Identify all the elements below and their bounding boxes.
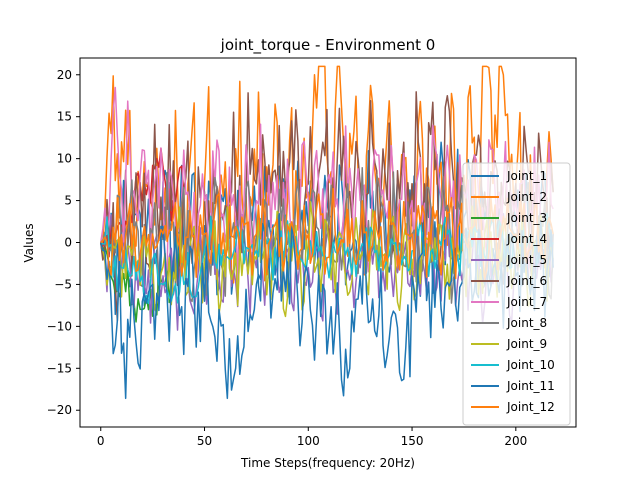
legend-label: Joint_4	[506, 232, 547, 246]
legend-label: Joint_1	[506, 169, 547, 183]
legend-label: Joint_11	[506, 379, 555, 393]
y-tick-label: 5	[64, 194, 72, 208]
y-tick-label: 20	[57, 68, 72, 82]
legend: Joint_1 Joint_2 Joint_3 Joint_4 Joint_5 Joint…	[462, 162, 571, 426]
legend-label: Joint_3	[506, 211, 547, 225]
y-axis: −20 −15 −10 −5 0 5 10 15 20	[47, 68, 80, 417]
x-tick-label: 0	[97, 434, 105, 448]
x-axis: 0 50 100 150 200	[97, 427, 527, 448]
y-tick-label: 10	[57, 152, 72, 166]
x-tick-label: 100	[297, 434, 320, 448]
legend-label: Joint_10	[506, 358, 555, 372]
legend-label: Joint_9	[506, 337, 547, 351]
x-axis-label: Time Steps(frequency: 20Hz)	[240, 456, 415, 470]
series-line-joint-6	[100, 91, 554, 322]
legend-label: Joint_5	[506, 253, 547, 267]
y-tick-label: −15	[47, 361, 72, 375]
legend-box	[462, 162, 571, 426]
x-tick-label: 150	[401, 434, 424, 448]
y-tick-label: 0	[64, 236, 72, 250]
y-tick-label: 15	[57, 110, 72, 124]
x-tick-label: 50	[197, 434, 212, 448]
x-tick-label: 200	[504, 434, 527, 448]
legend-label: Joint_12	[506, 400, 555, 414]
legend-label: Joint_6	[506, 274, 547, 288]
legend-label: Joint_8	[506, 316, 547, 330]
legend-label: Joint_7	[506, 295, 547, 309]
chart-title: joint_torque - Environment 0	[220, 36, 436, 55]
y-tick-label: −20	[47, 403, 72, 417]
y-tick-label: −10	[47, 319, 72, 333]
y-axis-label: Values	[22, 223, 36, 262]
y-tick-label: −5	[54, 277, 72, 291]
legend-label: Joint_2	[506, 190, 547, 204]
